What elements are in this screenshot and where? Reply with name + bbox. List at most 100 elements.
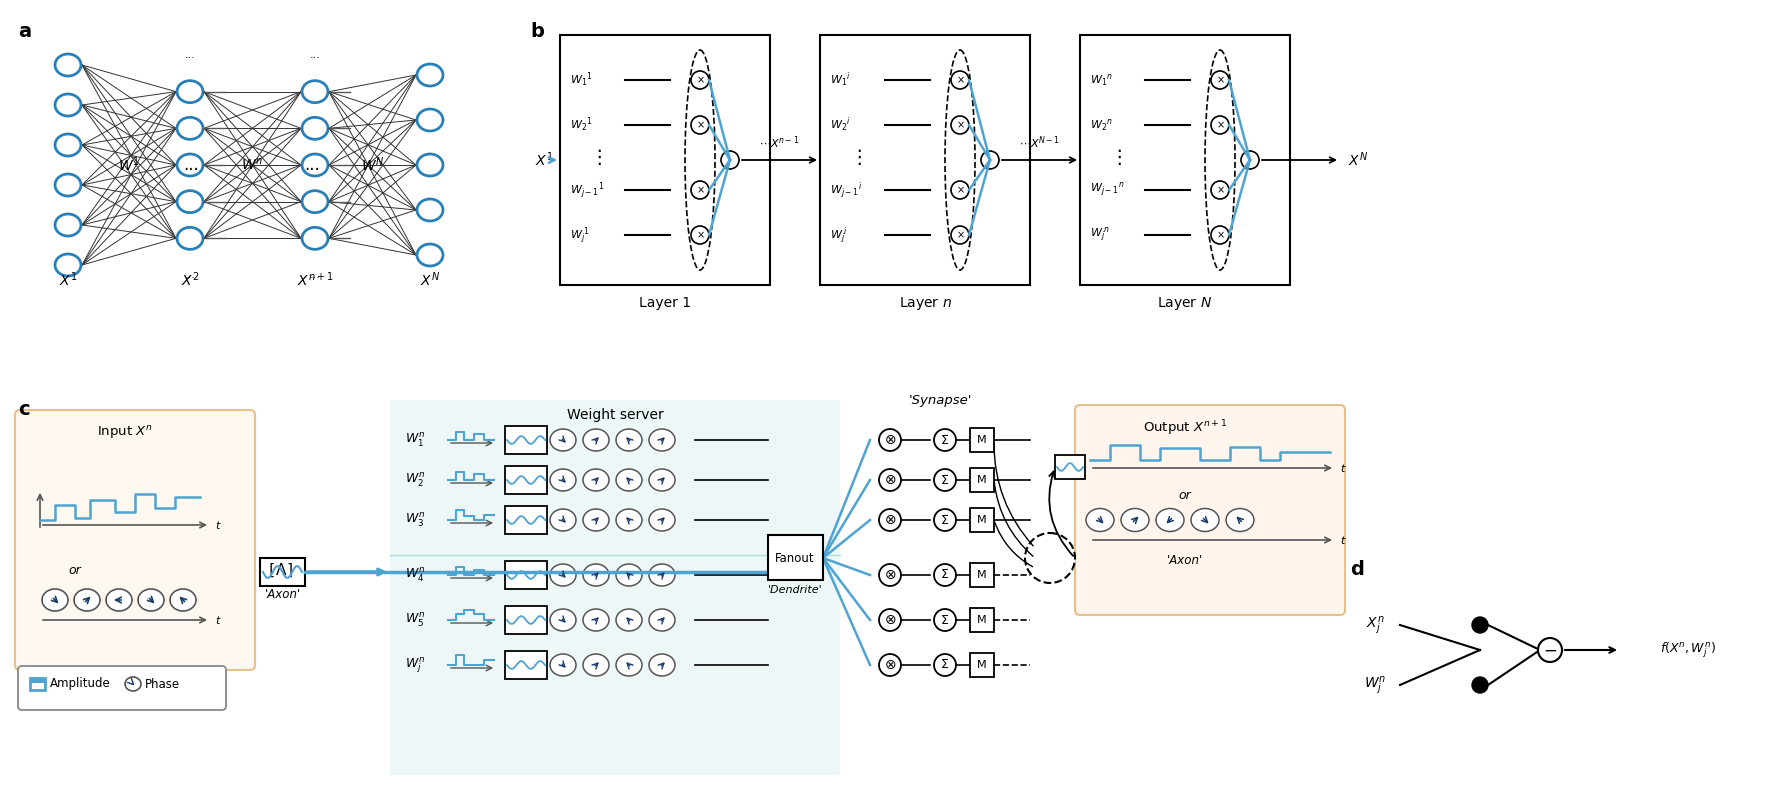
Bar <box>970 653 995 677</box>
Ellipse shape <box>170 589 197 611</box>
Ellipse shape <box>301 154 328 176</box>
Bar <box>505 506 548 534</box>
Bar <box>30 678 44 690</box>
Bar <box>1080 35 1291 285</box>
Circle shape <box>1211 181 1229 199</box>
Circle shape <box>879 469 901 491</box>
Circle shape <box>879 609 901 631</box>
Ellipse shape <box>649 654 676 676</box>
Text: $\Sigma$: $\Sigma$ <box>940 514 950 526</box>
Bar <box>970 563 995 587</box>
Ellipse shape <box>583 469 608 491</box>
Text: Layer $N$: Layer $N$ <box>1158 294 1213 312</box>
Text: $f(X^n, W_j^n)$: $f(X^n, W_j^n)$ <box>1660 640 1716 660</box>
Text: $W_1$$^{1}$: $W_1$$^{1}$ <box>569 71 592 89</box>
Text: a: a <box>18 22 32 41</box>
Text: Output $X^{n+1}$: Output $X^{n+1}$ <box>1144 418 1227 438</box>
Text: $\times$: $\times$ <box>695 185 704 195</box>
Ellipse shape <box>55 254 82 276</box>
Ellipse shape <box>74 589 99 611</box>
Ellipse shape <box>417 109 443 131</box>
Text: $-$: $-$ <box>1543 641 1557 659</box>
Text: $\Sigma$: $\Sigma$ <box>940 659 950 671</box>
Text: $W_j^n$: $W_j^n$ <box>404 655 426 675</box>
Circle shape <box>934 469 956 491</box>
Circle shape <box>1211 116 1229 134</box>
Ellipse shape <box>55 54 82 76</box>
Text: $\vdots$: $\vdots$ <box>849 147 862 167</box>
Circle shape <box>950 181 970 199</box>
Bar <box>505 426 548 454</box>
Ellipse shape <box>301 227 328 249</box>
Text: or: or <box>1179 488 1191 502</box>
Ellipse shape <box>583 509 608 531</box>
Ellipse shape <box>649 564 676 586</box>
Circle shape <box>934 429 956 451</box>
Text: $W_{j-1}$$^{n}$: $W_{j-1}$$^{n}$ <box>1090 181 1124 199</box>
Text: $W_{j-1}$$^{1}$: $W_{j-1}$$^{1}$ <box>569 180 605 200</box>
Text: Layer $n$: Layer $n$ <box>899 294 952 312</box>
Circle shape <box>879 509 901 531</box>
Circle shape <box>934 654 956 676</box>
Text: $\times$: $\times$ <box>956 185 965 195</box>
Text: $W^n$: $W^n$ <box>241 157 264 173</box>
Circle shape <box>934 509 956 531</box>
Text: $W_5^n$: $W_5^n$ <box>404 611 426 629</box>
Ellipse shape <box>301 80 328 103</box>
Text: $\otimes$: $\otimes$ <box>883 433 895 447</box>
Text: [$\Lambda$]: [$\Lambda$] <box>266 561 294 578</box>
Text: $t$: $t$ <box>1340 462 1347 474</box>
Ellipse shape <box>583 429 608 451</box>
Text: $t$: $t$ <box>215 519 222 531</box>
Ellipse shape <box>649 609 676 631</box>
Ellipse shape <box>615 654 642 676</box>
Bar <box>819 35 1030 285</box>
Ellipse shape <box>417 154 443 176</box>
Ellipse shape <box>583 564 608 586</box>
Ellipse shape <box>177 191 202 213</box>
Ellipse shape <box>583 654 608 676</box>
Circle shape <box>691 71 709 89</box>
Text: Phase: Phase <box>145 678 181 690</box>
Text: $W_2$$^{i}$: $W_2$$^{i}$ <box>830 116 851 134</box>
Ellipse shape <box>550 469 576 491</box>
Text: $\times$: $\times$ <box>956 230 965 240</box>
Text: Input $X^n$: Input $X^n$ <box>98 424 152 440</box>
FancyBboxPatch shape <box>390 400 840 775</box>
Text: $\times$: $\times$ <box>1216 185 1225 195</box>
Ellipse shape <box>43 589 67 611</box>
Ellipse shape <box>649 429 676 451</box>
Text: $W^1$: $W^1$ <box>119 155 140 174</box>
Ellipse shape <box>417 64 443 86</box>
Circle shape <box>722 151 739 169</box>
Circle shape <box>1241 151 1259 169</box>
Ellipse shape <box>106 589 131 611</box>
Ellipse shape <box>550 609 576 631</box>
Circle shape <box>934 564 956 586</box>
Text: 'Axon': 'Axon' <box>1167 554 1204 567</box>
Ellipse shape <box>55 174 82 196</box>
Ellipse shape <box>177 118 202 140</box>
Ellipse shape <box>301 118 328 140</box>
Text: M: M <box>977 515 988 525</box>
Text: M: M <box>977 570 988 580</box>
Text: $\times$: $\times$ <box>695 230 704 240</box>
Ellipse shape <box>649 509 676 531</box>
Text: $W_2$$^{1}$: $W_2$$^{1}$ <box>569 116 592 134</box>
Text: $\otimes$: $\otimes$ <box>883 658 895 672</box>
FancyBboxPatch shape <box>14 410 255 670</box>
Text: ...: ... <box>310 270 321 280</box>
Text: Fanout: Fanout <box>775 552 816 564</box>
Bar <box>1055 455 1085 479</box>
Text: $\otimes$: $\otimes$ <box>883 568 895 582</box>
Ellipse shape <box>615 564 642 586</box>
Ellipse shape <box>1225 508 1254 532</box>
Ellipse shape <box>177 154 202 176</box>
Text: c: c <box>18 400 30 419</box>
Text: $\times$: $\times$ <box>1216 120 1225 130</box>
Text: ...: ... <box>305 156 321 174</box>
Text: $\Sigma$: $\Sigma$ <box>940 569 950 581</box>
Ellipse shape <box>615 509 642 531</box>
Circle shape <box>950 226 970 244</box>
Ellipse shape <box>1121 508 1149 532</box>
